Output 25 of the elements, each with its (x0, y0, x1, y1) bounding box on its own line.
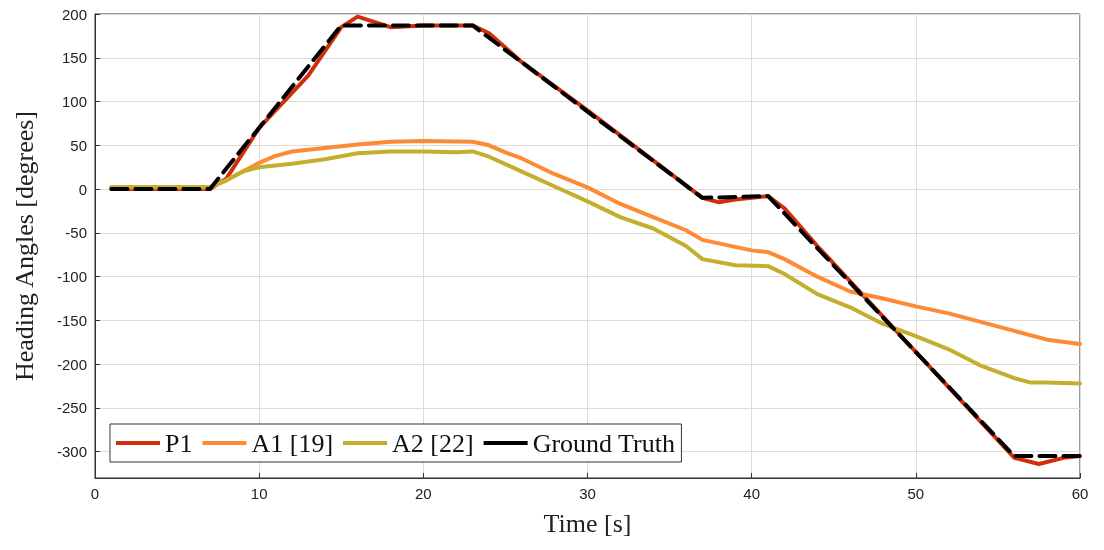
legend-label: Ground Truth (532, 428, 675, 458)
y-tick-label: 0 (78, 180, 87, 198)
y-tick-label: -300 (56, 443, 87, 461)
y-tick-label: 50 (70, 136, 87, 154)
y-tick-label: -50 (65, 224, 87, 242)
legend-label: P1 (165, 428, 193, 458)
y-axis-title: Heading Angles [degrees] (9, 110, 39, 382)
x-tick-label: 20 (414, 485, 432, 502)
y-tick-label: -100 (56, 268, 87, 286)
x-axis-title: Time [s] (543, 508, 632, 538)
x-tick-label: 60 (1071, 485, 1089, 502)
x-tick-label: 30 (579, 485, 596, 502)
x-tick-label: 0 (90, 485, 100, 502)
y-tick-label: -250 (56, 399, 87, 417)
x-tick-label: 10 (250, 485, 268, 502)
x-tick-label: 50 (907, 485, 925, 502)
y-tick-label: 100 (61, 93, 87, 111)
x-tick-label: 40 (743, 485, 761, 502)
y-tick-label: 150 (61, 49, 87, 67)
y-tick-label: -150 (56, 311, 87, 329)
line-series (109, 149, 1082, 386)
y-tick-label: 200 (61, 5, 87, 23)
y-tick-label: -200 (56, 355, 87, 373)
legend-label: A2 [22] (392, 428, 474, 458)
legend-label: A1 [19] (251, 428, 334, 458)
